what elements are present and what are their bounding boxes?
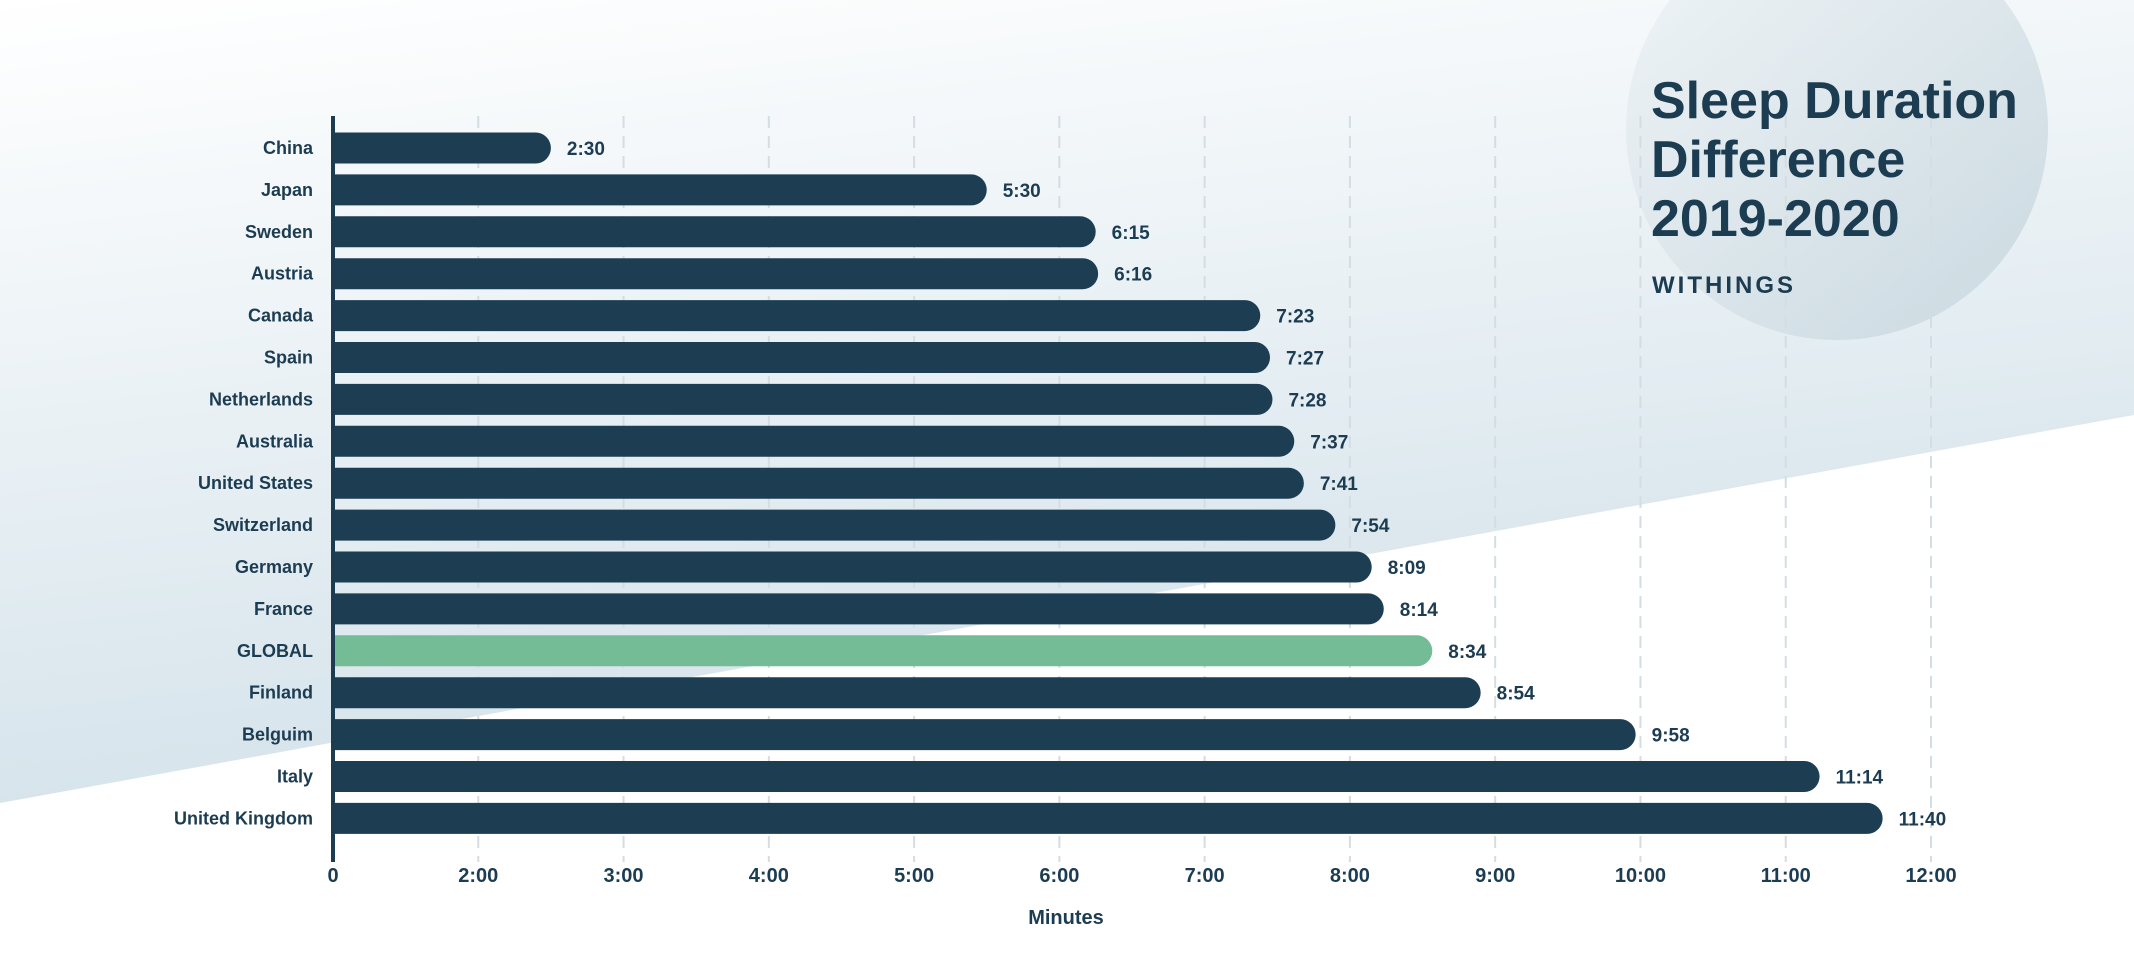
data-label: 7:54 [1351,516,1389,537]
data-label: 6:16 [1114,265,1152,286]
x-tick-label: 8:00 [1330,865,1370,887]
bar-austria [333,258,1099,290]
x-axis-label: Minutes [1028,907,1104,929]
data-label: 6:15 [1112,223,1150,244]
x-tick-label: 11:00 [1761,865,1811,887]
bar-switzerland [333,509,1336,541]
bar-sweden [333,216,1096,248]
x-tick-label: 9:00 [1475,865,1515,887]
category-label: United Kingdom [174,808,313,828]
bar-global [333,635,1433,667]
data-label: 8:34 [1448,642,1486,663]
x-tick-label: 2:00 [458,865,498,887]
bar-belguim [333,719,1636,751]
category-label: Japan [261,180,313,200]
data-label: 8:14 [1400,600,1438,621]
x-tick-label: 5:00 [894,865,934,887]
x-tick-label: 4:00 [749,865,789,887]
x-tick-label: 10:00 [1615,865,1666,887]
x-tick-label: 6:00 [1039,865,1079,887]
background-circle [1626,0,2048,340]
bar-united-kingdom [333,802,1883,834]
bar-germany [333,551,1372,583]
data-label: 7:23 [1276,307,1314,328]
category-label: Italy [277,767,313,787]
bar-united-states [333,467,1304,499]
data-label: 7:41 [1320,474,1358,495]
category-label: United States [198,473,313,493]
chart-subtitle: WITHINGS [1652,272,1796,299]
bar-france [333,593,1384,625]
category-label: Austria [251,264,314,284]
category-label: China [263,138,314,158]
bar-finland [333,677,1481,709]
bar-canada [333,300,1261,332]
category-label: France [254,599,313,619]
category-label: Spain [264,348,313,368]
bar-japan [333,174,987,206]
data-label: 11:40 [1899,809,1947,830]
category-label: Sweden [245,222,313,242]
category-label: GLOBAL [237,641,313,661]
data-label: 5:30 [1003,181,1041,202]
x-tick-label: 3:00 [604,865,644,887]
chart-title: Sleep Duration Difference 2019-2020 [1651,72,2018,248]
category-label: Finland [249,683,313,703]
category-label: Australia [236,431,314,451]
data-label: 8:54 [1497,684,1535,705]
data-label: 7:27 [1286,349,1324,370]
data-label: 7:37 [1310,432,1348,453]
bar-spain [333,342,1271,373]
data-label: 11:14 [1836,768,1884,789]
category-label: Netherlands [209,389,313,409]
data-label: 2:30 [567,139,605,160]
category-label: Germany [235,557,313,577]
bar-italy [333,761,1820,792]
x-tick-label: 7:00 [1185,865,1225,887]
bar-australia [333,425,1295,457]
data-label: 7:28 [1288,390,1326,411]
data-label: 9:58 [1652,726,1690,747]
bar-netherlands [333,383,1273,415]
data-label: 8:09 [1388,558,1426,579]
category-label: Belguim [242,725,313,745]
x-tick-label: 0 [327,865,338,887]
category-label: Canada [248,306,314,326]
x-tick-label: 12:00 [1905,865,1956,887]
category-label: Switzerland [213,515,313,535]
bar-china [333,132,551,164]
